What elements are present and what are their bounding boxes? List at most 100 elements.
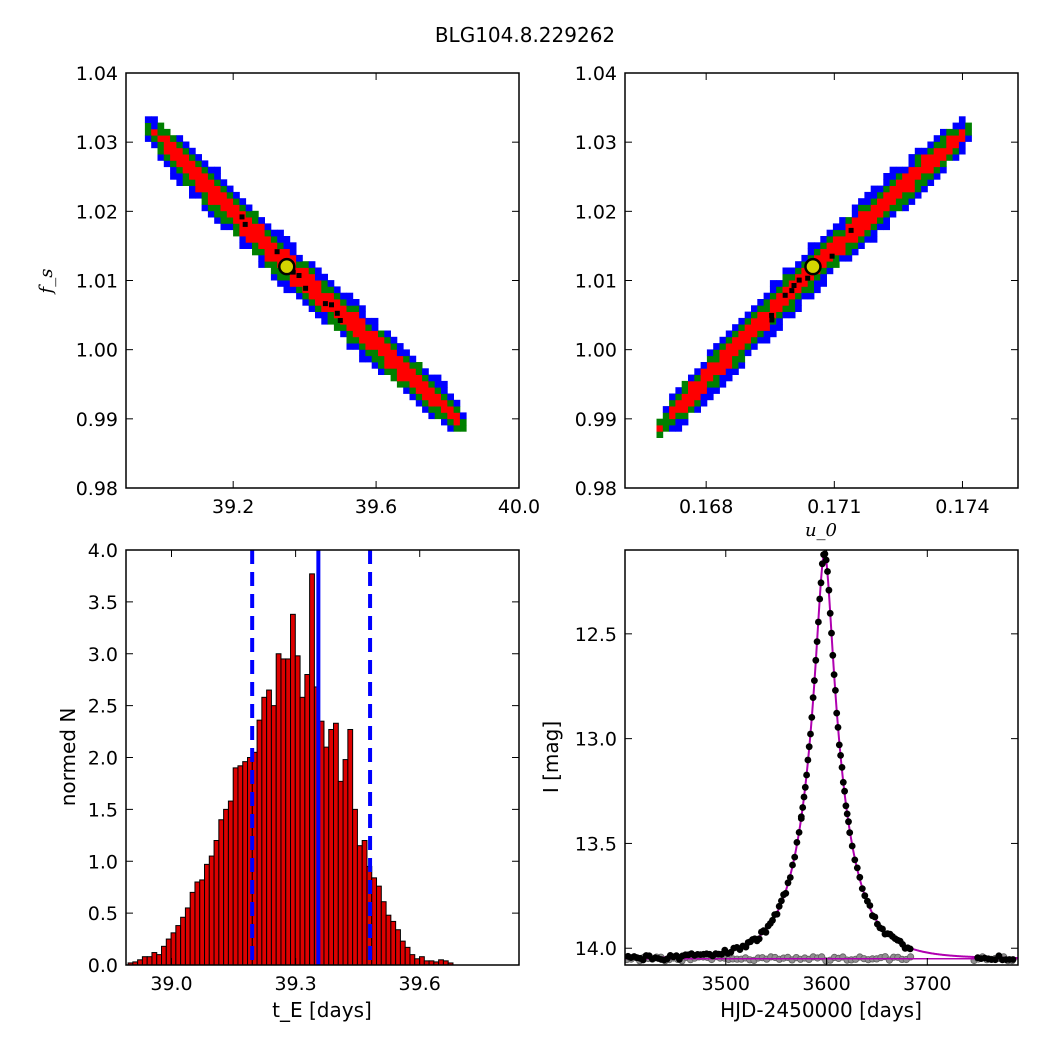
density-cell-sigma2: [933, 166, 941, 174]
density-cell-sigma2: [940, 160, 947, 168]
density-cell-sigma1: [176, 160, 184, 168]
density-cell-sigma3: [952, 154, 960, 161]
density-cell-sigma1: [415, 380, 423, 388]
data-point: [815, 618, 822, 626]
density-cell-sigma1: [858, 217, 865, 224]
density-cell-sigma3: [239, 242, 247, 249]
density-cell-sigma2: [220, 210, 228, 218]
density-cell-peak: [296, 273, 302, 278]
density-cell-sigma1: [415, 387, 423, 394]
data-point: [797, 815, 805, 822]
density-cell-sigma3: [333, 286, 341, 294]
density-cell-peak: [322, 301, 328, 307]
density-cell-sigma2: [732, 362, 739, 369]
lightcurve-frame: [624, 549, 1019, 966]
density-cell-sigma2: [283, 273, 291, 281]
density-cell-sigma3: [681, 418, 689, 426]
density-cell-sigma1: [902, 179, 909, 186]
data-point: [825, 586, 833, 594]
data-point: [830, 671, 838, 678]
density-cell-sigma3: [409, 355, 417, 363]
density-cell-sigma1: [908, 173, 916, 180]
y-tick-label: 1.5: [88, 799, 118, 821]
density-cell-sigma1: [700, 387, 708, 394]
density-cell-sigma3: [195, 154, 202, 161]
density-cell-sigma2: [252, 242, 259, 249]
density-cell-sigma3: [965, 135, 972, 142]
density-cell-sigma2: [378, 362, 385, 369]
y-tick-label: 14.0: [575, 938, 617, 960]
density-cell-sigma1: [927, 166, 935, 174]
density-cell-sigma2: [776, 286, 783, 294]
density-cell-sigma3: [700, 399, 708, 407]
density-cell-sigma1: [258, 242, 265, 249]
density-cell-sigma1: [252, 229, 259, 237]
histogram-bar: [275, 653, 282, 966]
data-point: [824, 568, 831, 575]
density-cell-sigma2: [302, 261, 310, 268]
density-cell-sigma1: [656, 425, 664, 432]
density-cell-sigma2: [782, 305, 790, 312]
figure-title: BLG104.8.229262: [435, 23, 615, 47]
density-cell-sigma1: [359, 317, 366, 325]
density-cell-sigma2: [157, 122, 165, 130]
density-cell-sigma1: [163, 141, 171, 149]
density-cell-sigma2: [157, 141, 165, 149]
data-point: [834, 724, 842, 731]
y-tick-label: 0.99: [575, 409, 617, 431]
histogram-bar: [137, 959, 143, 966]
density-cell-sigma1: [283, 248, 291, 256]
density-cell-sigma2: [201, 198, 209, 205]
density-cell-sigma3: [706, 387, 714, 394]
density-cell-sigma1: [908, 185, 916, 193]
density-cell-sigma2: [333, 324, 341, 331]
density-cell-sigma1: [415, 374, 423, 382]
density-cell-sigma1: [239, 210, 247, 218]
density-cell-sigma3: [858, 198, 865, 205]
density-cell-sigma3: [283, 286, 291, 294]
data-point: [803, 771, 810, 779]
density-cell-sigma1: [371, 343, 379, 350]
density-cell-sigma2: [814, 273, 821, 281]
density-cell-sigma1: [795, 273, 802, 281]
density-cell-sigma1: [365, 330, 373, 338]
density-cell-sigma1: [346, 311, 354, 319]
density-cell-sigma2: [333, 317, 341, 325]
data-point: [853, 864, 861, 872]
density-cell-sigma1: [845, 236, 853, 243]
density-cell-sigma3: [713, 343, 720, 350]
density-cell-sigma3: [757, 299, 764, 306]
density-cell-sigma1: [207, 191, 215, 199]
density-cell-sigma3: [839, 223, 846, 231]
histogram-bar: [356, 845, 363, 966]
density-cell-peak: [303, 285, 309, 291]
data-point: [784, 879, 792, 887]
density-cell-sigma3: [422, 368, 429, 375]
density-cell-sigma2: [333, 292, 341, 300]
histogram-bar: [347, 728, 354, 966]
data-point: [808, 714, 816, 721]
density-cell-sigma3: [719, 380, 727, 388]
density-cell-sigma2: [233, 229, 240, 237]
density-cell-sigma1: [769, 305, 777, 312]
data-point: [839, 778, 847, 786]
density-cell-sigma3: [428, 412, 436, 420]
lightcurve-panel: 3500 3600 3700 12.5 13.0 13.5 14.0 HJD-2450000…: [539, 549, 1019, 1022]
density-cell-sigma2: [713, 355, 720, 363]
density-cell-sigma1: [832, 242, 840, 249]
density-cell-sigma3: [807, 248, 815, 256]
density-cell-sigma3: [877, 223, 884, 231]
density-cell-sigma3: [732, 324, 739, 331]
density-cell-sigma1: [340, 311, 347, 319]
density-cell-sigma1: [157, 135, 165, 142]
data-point: [813, 638, 821, 645]
density-cell-sigma3: [870, 191, 878, 199]
histogram-bar: [161, 945, 167, 966]
density-cell-sigma2: [870, 223, 878, 231]
density-cell-sigma2: [656, 418, 664, 426]
density-cell-sigma3: [914, 147, 922, 155]
density-cell-sigma2: [788, 299, 796, 306]
density-cell-sigma1: [207, 179, 215, 186]
density-cell-sigma3: [864, 191, 872, 199]
density-cell-sigma2: [952, 128, 960, 136]
